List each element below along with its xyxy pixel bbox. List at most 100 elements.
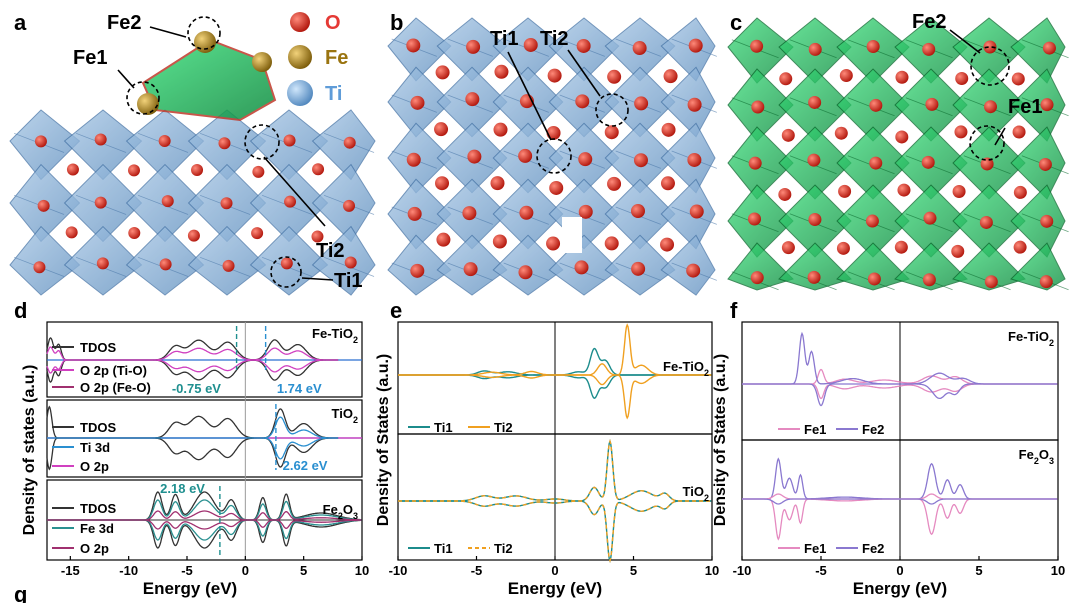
ti2-curve [398, 374, 712, 420]
oxygen-atom [1013, 185, 1027, 199]
legend-label: Fe1 [804, 541, 826, 556]
oxygen-atom [436, 232, 451, 247]
oxygen-atom [251, 227, 264, 240]
subplot-label: Fe2O3 [323, 502, 358, 521]
oxygen-atom [604, 236, 619, 251]
ti3d-curve [47, 437, 339, 460]
oxygen-atom [808, 42, 822, 56]
oxygen-atom [435, 65, 450, 80]
legend-label: O 2p [80, 459, 109, 474]
oxygen-atom [406, 38, 421, 53]
oxygen-atom [187, 229, 200, 242]
x-tick-label: 0 [551, 563, 558, 578]
legend-label: Fe 3d [80, 521, 114, 536]
x-tick-label: 10 [705, 563, 719, 578]
legend-label: Ti2 [494, 420, 513, 435]
o2p-curve [47, 519, 362, 530]
fe2-label: Fe2 [107, 12, 141, 34]
oxygen-atom [866, 40, 880, 54]
octahedron [836, 242, 910, 291]
x-tick-label: -10 [119, 563, 138, 578]
oxygen-atom [631, 261, 646, 276]
atom-legend: O Fe Ti [287, 12, 348, 106]
oxygen-atom [634, 96, 649, 111]
oxygen-atom [575, 94, 590, 109]
annotation: 2.18 eV [160, 481, 205, 496]
annotation: -0.75 eV [172, 381, 221, 396]
panel-b-letter: b [390, 10, 403, 35]
panel-d-ylabel: Density of states (a.u.) [21, 365, 38, 536]
titanium-legend-label: Ti [325, 83, 342, 105]
fe1-label: Fe1 [73, 47, 107, 69]
oxygen-atom [895, 70, 909, 84]
oxygen-atom [549, 180, 564, 195]
oxygen-atom [406, 152, 421, 167]
octahedron [9, 225, 81, 296]
oxygen-atom [807, 153, 821, 167]
oxygen-atom [222, 259, 235, 272]
oxygen-atom [894, 240, 908, 254]
panel-e-ylabel: Density of States (a.u.) [375, 354, 392, 526]
octahedron [952, 242, 1026, 291]
subplot-label: Fe-TiO2 [663, 359, 709, 378]
fe2-curve [742, 498, 1058, 505]
x-tick-label: 10 [1051, 563, 1065, 578]
fe2-curve [742, 383, 1058, 407]
label-part: O [343, 502, 353, 517]
oxygen-atom [66, 163, 79, 176]
oxygen-atom [869, 156, 883, 170]
ti1-site-marker [536, 138, 572, 174]
oxygen-atom [923, 211, 937, 225]
label-part: O [1039, 447, 1049, 462]
panel-c-letter: c [730, 10, 742, 35]
oxygen-atom [688, 38, 703, 53]
oxygen-atom [128, 226, 141, 239]
panel-d-xlabel: Energy (eV) [143, 579, 237, 598]
x-tick-label: -10 [733, 563, 752, 578]
panel-d-letter: d [14, 298, 27, 323]
oxygen-atom [984, 275, 998, 289]
legend-label: TDOS [80, 420, 116, 435]
oxygen-atom [839, 68, 853, 82]
x-tick-label: 5 [630, 563, 637, 578]
label-part: 2 [353, 415, 358, 425]
panel-b: b Ti1 Ti2 [387, 10, 717, 296]
oxygen-atom [546, 125, 561, 140]
x-tick-label: 5 [975, 563, 982, 578]
octahedron [894, 242, 968, 291]
oxygen-atom [807, 270, 821, 284]
fe-atom [252, 52, 272, 72]
panel-a-structure [9, 109, 376, 296]
oxygen-atom [465, 92, 480, 107]
oxygen-atom [343, 199, 356, 212]
octahedron [492, 234, 564, 296]
annotation: 2.62 eV [283, 458, 328, 473]
fe1-site-marker [126, 81, 160, 115]
oxygen-atom [779, 72, 793, 86]
iron-legend-swatch [288, 45, 312, 69]
octahedron [778, 242, 852, 291]
panel-a-letter: a [14, 10, 27, 35]
oxygen-atom [952, 185, 966, 199]
panel-f-ylabel: Density of States (a.u.) [712, 354, 729, 526]
oxygen-atom [578, 204, 593, 219]
oxygen-atom [523, 37, 538, 52]
ti2-label: Ti2 [316, 240, 345, 262]
octahedron-edge [137, 194, 189, 215]
label-part: TiO [332, 406, 353, 421]
oxygen-atom [1038, 157, 1052, 171]
oxygen-atom [494, 64, 509, 79]
oxygen-atom [836, 241, 850, 255]
x-tick-label: 5 [300, 563, 307, 578]
oxygen-atom [630, 204, 645, 219]
oxygen-atom [312, 163, 325, 176]
oxygen-atom [463, 262, 478, 277]
oxygen-atom [781, 128, 795, 142]
label-part: 2 [704, 368, 709, 378]
legend-label: Ti 3d [80, 440, 110, 455]
oxygen-atom [660, 176, 675, 191]
panel-g-letter: g [14, 582, 27, 603]
x-tick-label: -15 [61, 563, 80, 578]
oxygen-legend-swatch [290, 12, 310, 32]
